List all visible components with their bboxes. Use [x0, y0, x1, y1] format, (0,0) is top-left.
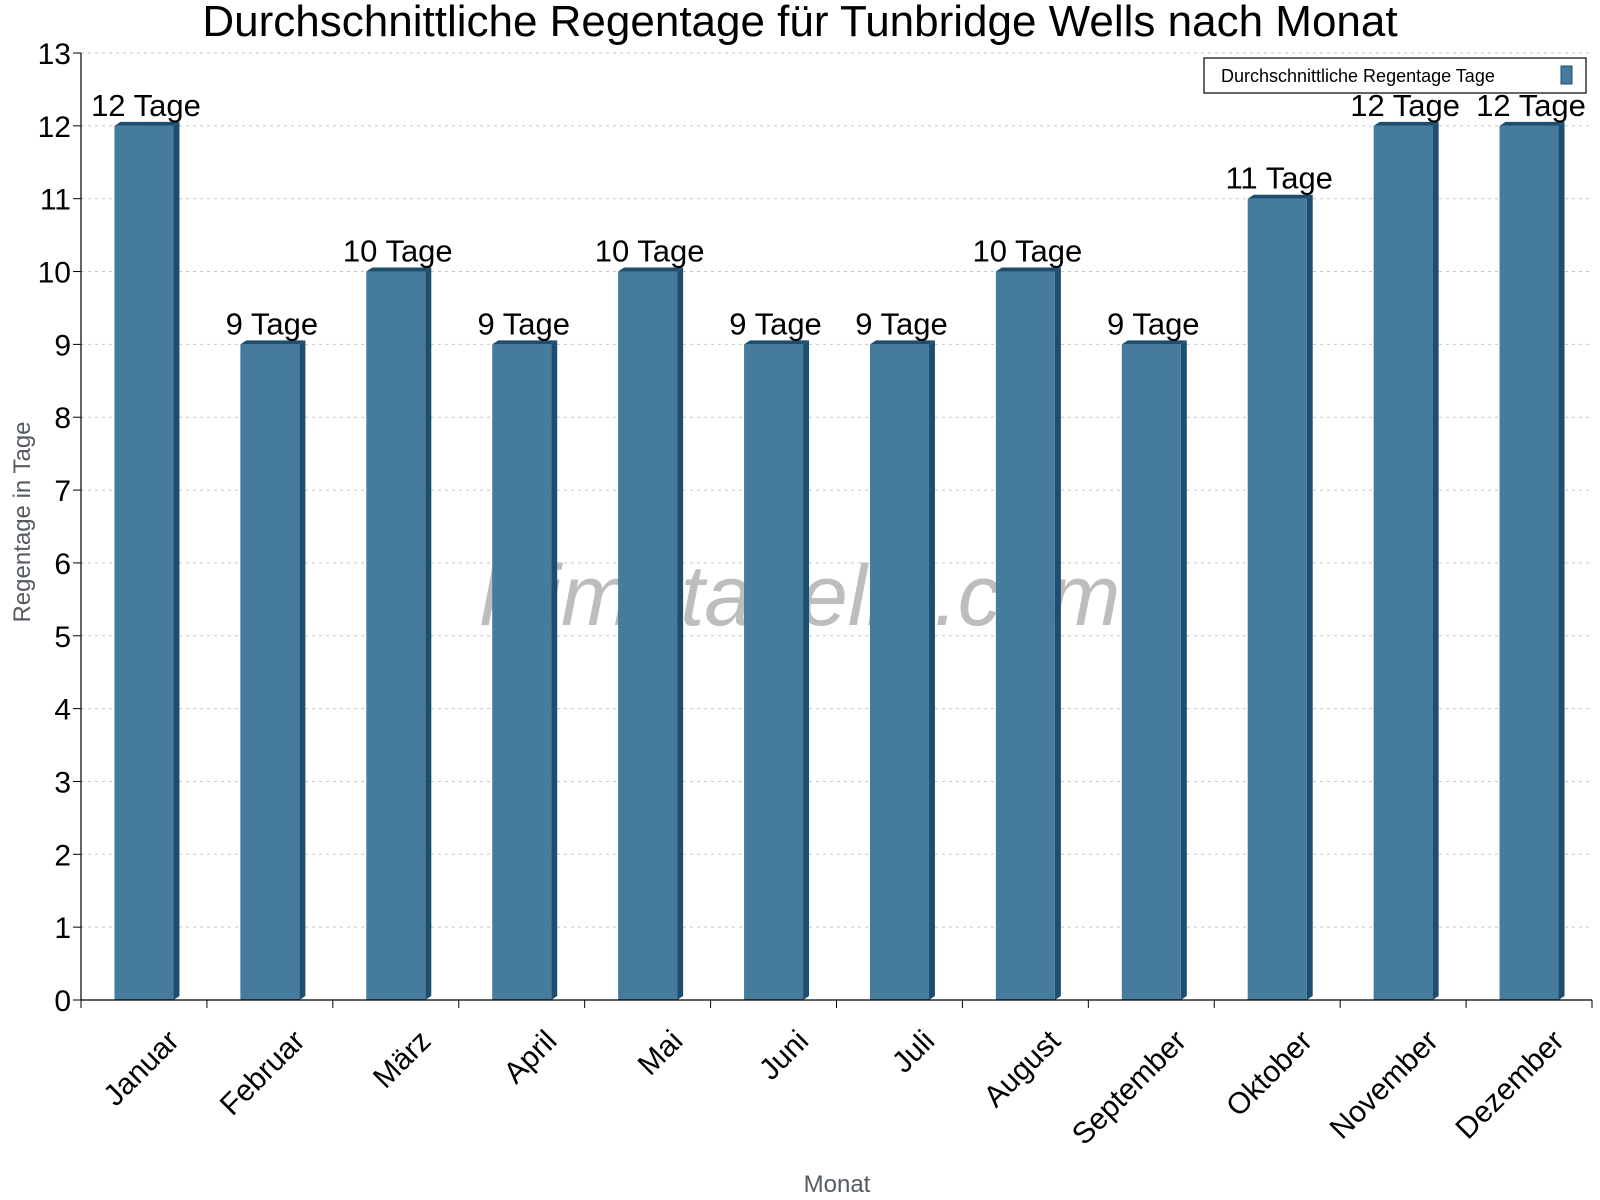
- bar-side: [1054, 267, 1061, 1000]
- y-tick-label: 3: [54, 766, 71, 799]
- data-label: 12 Tage: [1350, 88, 1460, 123]
- bar-top: [240, 340, 306, 345]
- bar-april: [492, 340, 558, 1000]
- legend-swatch: [1560, 65, 1573, 85]
- bar-januar: [114, 121, 180, 1001]
- bar-top: [869, 340, 935, 345]
- y-tick-label: 8: [54, 402, 71, 435]
- data-label: 12 Tage: [91, 88, 201, 123]
- bar-front: [114, 125, 174, 1001]
- bar-juli: [869, 340, 935, 1000]
- y-tick-label: 5: [54, 621, 71, 654]
- bar-top: [492, 340, 558, 345]
- bar-top: [366, 267, 432, 272]
- bar-top: [744, 340, 810, 345]
- y-tick-label: 13: [38, 38, 71, 71]
- bar-top: [1247, 194, 1313, 199]
- x-tick-label: November: [1324, 1024, 1445, 1145]
- legend-entry-label: Durchschnittliche Regentage Tage: [1221, 66, 1495, 86]
- legend-box: [1203, 57, 1587, 94]
- x-tick-label: Oktober: [1220, 1024, 1319, 1123]
- data-label: 9 Tage: [226, 306, 319, 341]
- data-label: 9 Tage: [477, 306, 570, 341]
- y-tick-label: 12: [38, 111, 71, 144]
- bar-side: [1558, 121, 1565, 1001]
- x-tick-label: Januar: [97, 1024, 185, 1112]
- x-tick-label: September: [1066, 1024, 1193, 1151]
- legend: Durchschnittliche Regentage Tage: [1203, 57, 1587, 94]
- bar-top: [618, 267, 684, 272]
- bar-dezember: [1499, 121, 1565, 1001]
- bar-september: [1121, 340, 1187, 1000]
- bar-top: [114, 121, 180, 126]
- y-tick-label: 11: [40, 184, 71, 217]
- bars: [114, 121, 1565, 1001]
- bar-side: [551, 340, 558, 1000]
- data-labels: 12 Tage 9 Tage 10 Tage 9 Tage 10 Tage 9 Tage 9…: [91, 88, 1586, 342]
- bar-top: [1121, 340, 1187, 345]
- x-tick-label: Dezember: [1450, 1024, 1571, 1145]
- bar-side: [1180, 340, 1187, 1000]
- bar-side: [803, 340, 810, 1000]
- bar-front: [492, 344, 552, 1000]
- data-label: 9 Tage: [729, 306, 822, 341]
- x-tick-label: August: [978, 1024, 1068, 1114]
- y-tick-label: 4: [54, 694, 71, 727]
- bar-side: [425, 267, 432, 1000]
- y-tick-label: 7: [54, 475, 71, 508]
- data-label: 9 Tage: [855, 306, 948, 341]
- bar-side: [1432, 121, 1439, 1001]
- x-tick-label: April: [498, 1024, 564, 1090]
- bar-juni: [744, 340, 810, 1000]
- y-tick-label: 9: [54, 329, 71, 362]
- bar-side: [677, 267, 684, 1000]
- bar-side: [173, 121, 180, 1001]
- x-tick-label: Juli: [886, 1024, 941, 1079]
- x-tick-label: Februar: [214, 1024, 312, 1122]
- bar-side: [299, 340, 306, 1000]
- x-tick-label: Mai: [632, 1024, 690, 1082]
- bar-märz: [366, 267, 432, 1000]
- bar-side: [1306, 194, 1313, 1000]
- x-tick-label: Juni: [753, 1024, 815, 1086]
- bar-front: [1247, 198, 1307, 1000]
- x-axis-label: Monat: [804, 1171, 871, 1198]
- data-label: 9 Tage: [1107, 306, 1200, 341]
- grid-lines: [81, 52, 1592, 928]
- bar-front: [744, 344, 804, 1000]
- y-tick-label: 6: [54, 548, 71, 581]
- bar-august: [995, 267, 1061, 1000]
- bar-front: [1121, 344, 1181, 1000]
- bar-top: [1373, 121, 1439, 126]
- bar-front: [240, 344, 300, 1000]
- data-label: 11 Tage: [1225, 161, 1332, 196]
- data-label: 12 Tage: [1476, 88, 1586, 123]
- bar-front: [995, 271, 1055, 1000]
- y-tick-label: 10: [38, 257, 71, 290]
- bar-front: [1373, 125, 1433, 1001]
- bar-top: [995, 267, 1061, 272]
- data-label: 10 Tage: [972, 234, 1082, 269]
- y-tick-label: 2: [54, 839, 71, 872]
- bar-top: [1499, 121, 1565, 126]
- bar-februar: [240, 340, 306, 1000]
- chart-title: Durchschnittliche Regentage für Tunbridg…: [202, 0, 1397, 46]
- bar-front: [618, 271, 678, 1000]
- bar-front: [1499, 125, 1559, 1001]
- y-tick-label: 0: [54, 985, 71, 1018]
- data-label: 10 Tage: [343, 234, 453, 269]
- x-tick-label: März: [367, 1024, 437, 1094]
- bar-mai: [618, 267, 684, 1000]
- bar-oktober: [1247, 194, 1313, 1000]
- bar-front: [869, 344, 929, 1000]
- data-label: 10 Tage: [595, 234, 705, 269]
- y-tick-label: 1: [54, 912, 71, 945]
- bar-side: [928, 340, 935, 1000]
- y-axis-label: Regentage in Tage: [9, 421, 36, 622]
- bar-front: [366, 271, 426, 1000]
- bar-november: [1373, 121, 1439, 1001]
